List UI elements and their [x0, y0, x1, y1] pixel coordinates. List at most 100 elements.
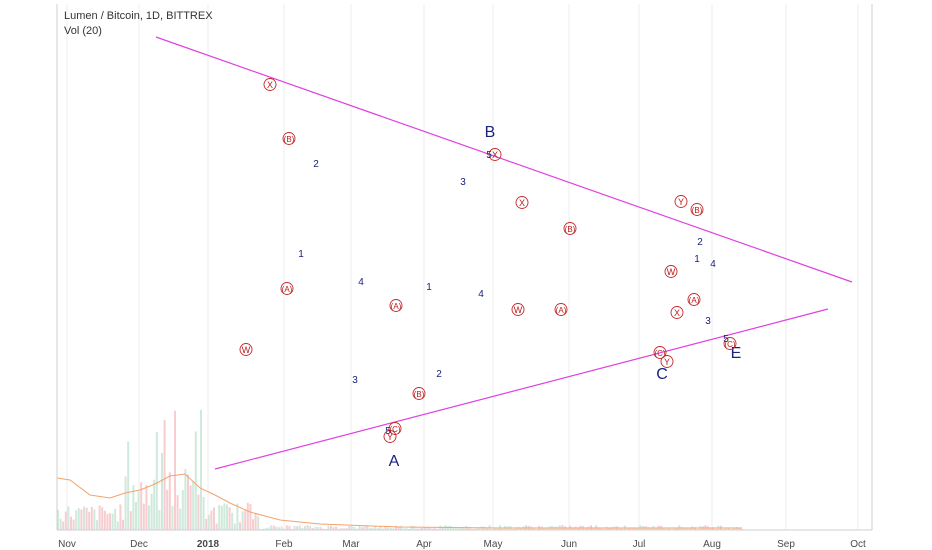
- volume-bar: [423, 527, 426, 530]
- volume-bar: [662, 528, 665, 530]
- wave-label-circled: Y: [387, 432, 393, 442]
- volume-bar: [457, 527, 460, 530]
- volume-bar: [415, 528, 418, 530]
- wave-labels: BACEXW(A)(B)(C)Y(A)(B)XXW(B)(A)(C)YWX(A)…: [239, 78, 741, 470]
- volume-bar: [176, 495, 179, 530]
- volume-bar: [382, 528, 384, 530]
- volume-bar: [233, 523, 236, 530]
- volume-bar: [686, 527, 689, 530]
- volume-bar: [740, 528, 743, 530]
- volume-bar: [566, 528, 569, 530]
- volume-bar: [545, 527, 548, 530]
- volume-bar: [174, 410, 176, 530]
- wave-label-minor: 2: [313, 159, 319, 170]
- wave-label-circle: [389, 299, 403, 312]
- volume-bar: [688, 527, 691, 530]
- volume-bar: [452, 528, 455, 530]
- volume-bar: [150, 493, 153, 530]
- wave-label-minor: 5: [486, 150, 492, 161]
- x-tick-label: Aug: [703, 539, 721, 550]
- volume-bar: [153, 479, 156, 530]
- volume-bar: [397, 526, 400, 530]
- volume-bar: [345, 528, 348, 530]
- volume-bar: [462, 526, 465, 530]
- volume-bar: [119, 504, 122, 530]
- wave-label-minor: 4: [358, 277, 364, 288]
- volume-bar: [636, 527, 639, 530]
- volume-bar: [670, 528, 673, 530]
- wave-label-circle: [412, 387, 426, 400]
- volume-bar: [738, 527, 741, 530]
- lower-trendline: [214, 308, 829, 470]
- volume-bar: [413, 526, 416, 530]
- volume-bar: [148, 505, 150, 530]
- wave-label-circled: (B): [565, 225, 576, 234]
- volume-bar: [155, 432, 158, 530]
- volume-bar: [218, 504, 221, 530]
- upper-trendline: [155, 36, 853, 283]
- wave-label-minor: 1: [426, 282, 432, 293]
- volume-bar: [226, 504, 228, 530]
- chart-title: Lumen / Bitcoin, 1D, BITTREX: [64, 10, 213, 22]
- volume-bar: [109, 513, 111, 530]
- volume-bar: [267, 527, 270, 530]
- volume-bar: [426, 526, 429, 530]
- volume-bar: [431, 528, 434, 530]
- volume-bar: [231, 512, 234, 530]
- volume-bar: [722, 528, 725, 530]
- volume-bar: [337, 528, 340, 530]
- wave-label-circle: [388, 422, 402, 435]
- wave-label-minor: 3: [705, 316, 711, 327]
- volume-bar: [631, 528, 634, 530]
- volume-bar: [621, 528, 624, 530]
- volume-bar: [712, 527, 715, 530]
- volume-bar: [512, 528, 514, 530]
- volume-bar: [88, 511, 91, 530]
- volume-bar: [428, 527, 431, 530]
- volume-bar: [72, 519, 75, 530]
- volume-bar: [57, 509, 59, 530]
- volume-bar: [75, 510, 78, 530]
- volume-bar: [207, 514, 210, 530]
- wave-label-major: A: [389, 453, 400, 470]
- volume-bar: [202, 496, 205, 530]
- volume-bar: [304, 526, 306, 530]
- volume-bar: [80, 509, 83, 530]
- volume-bar: [478, 528, 481, 530]
- wave-label-circled: X: [519, 198, 525, 208]
- volume-bar: [200, 409, 202, 530]
- volume-bar: [161, 453, 163, 530]
- volume-bar: [291, 528, 293, 530]
- volume-bar: [145, 485, 148, 530]
- wave-label-circle: [653, 346, 667, 359]
- wave-label-circled: (A): [689, 296, 700, 305]
- volume-bar: [696, 528, 699, 530]
- volume-bar: [293, 525, 296, 530]
- volume-bar: [493, 527, 496, 530]
- wave-label-circle: [515, 196, 529, 209]
- wave-label-circled: W: [514, 305, 523, 315]
- volume-bar: [400, 525, 403, 530]
- wave-label-circle: [674, 195, 688, 208]
- wave-label-circle: [383, 430, 397, 443]
- wave-label-circled: (C): [389, 425, 400, 434]
- volume-bar: [441, 526, 444, 530]
- volume-bar: [96, 520, 98, 530]
- volume-bar: [486, 528, 488, 530]
- volume-bar: [608, 528, 611, 530]
- volume-bar: [298, 525, 301, 530]
- volume-bar: [171, 506, 174, 530]
- volume-bar: [668, 528, 670, 530]
- volume-bar: [410, 525, 413, 530]
- volume-bar: [353, 526, 356, 530]
- volume-bar: [241, 511, 244, 530]
- volume-bar: [467, 526, 470, 530]
- volume-bar: [727, 527, 730, 530]
- trendlines: 0.000033580.000033580.00003671XLMBTC0.00…: [155, 36, 853, 470]
- volume-bar: [246, 502, 249, 530]
- volume-bar: [647, 527, 650, 530]
- volume-bar: [285, 525, 288, 530]
- wave-label-circle: [723, 337, 737, 350]
